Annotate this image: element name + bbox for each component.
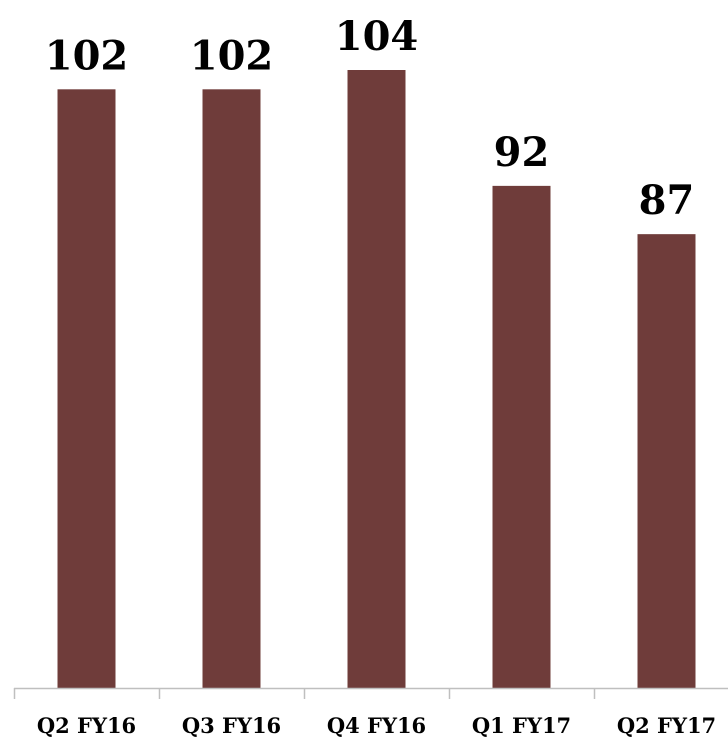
data-label: 92 [494,129,550,176]
x-tick-label: Q2 FY17 [617,713,716,738]
data-label: 104 [335,13,419,60]
bars [57,70,696,688]
x-tick-label: Q3 FY16 [182,713,281,738]
x-tick-label: Q4 FY16 [327,713,426,738]
bar-q3-fy16 [202,89,261,688]
x-tick-label: Q1 FY17 [472,713,571,738]
data-labels: 102 102 104 92 87 [45,13,695,224]
data-label: 102 [190,32,274,79]
x-axis [13,687,728,699]
bar-q2-fy16 [57,89,116,688]
bar-q4-fy16 [347,70,406,688]
x-tick-label: Q2 FY16 [37,713,136,738]
category-labels: Q2 FY16 Q3 FY16 Q4 FY16 Q1 FY17 Q2 FY17 [37,713,716,738]
data-label: 87 [639,177,695,224]
data-label: 102 [45,32,129,79]
bar-q1-fy17 [492,185,551,688]
bar-q2-fy17 [637,234,696,688]
